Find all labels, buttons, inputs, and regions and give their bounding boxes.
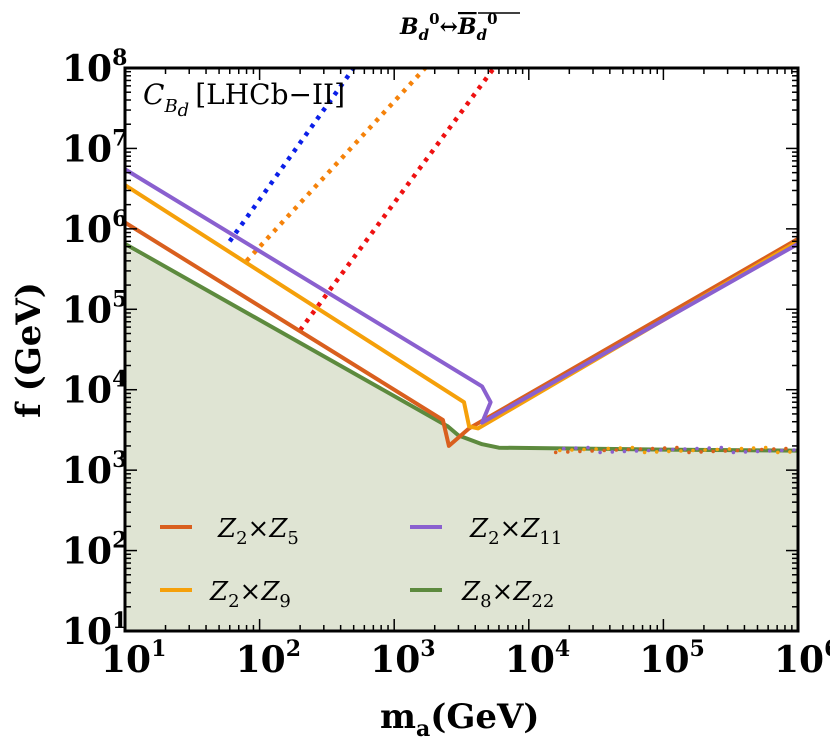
tail-noise-point xyxy=(755,449,760,454)
tail-noise-point xyxy=(570,448,574,452)
y-axis-title: f (GeV) xyxy=(9,282,49,418)
dotted-line-2 xyxy=(244,68,427,263)
series-line-z2xz11 xyxy=(125,167,798,425)
tail-noise-point xyxy=(658,448,663,452)
series-line-z2xz5 xyxy=(125,220,798,448)
tail-noise-point xyxy=(751,446,756,450)
y-tick-label: 104 xyxy=(62,367,127,412)
tail-noise-point xyxy=(606,446,610,451)
tail-noise-point xyxy=(699,450,703,454)
tail-noise-point xyxy=(594,447,598,451)
tail-noise-point xyxy=(586,445,590,450)
tail-noise-point xyxy=(675,445,679,450)
tail-noise-point xyxy=(719,445,724,450)
y-tick-label: 105 xyxy=(62,286,127,331)
legend-label: Z2×Z5 xyxy=(217,514,299,549)
tail-noise-point xyxy=(646,448,651,453)
x-tick-label: 105 xyxy=(639,636,704,681)
tail-noise-point xyxy=(634,449,639,453)
tail-noise-point xyxy=(679,449,683,453)
tail-noise-point xyxy=(654,450,659,454)
y-tick-label: 103 xyxy=(62,447,127,492)
constraint-annotation: CBd [LHCb−II] xyxy=(143,78,345,121)
tail-noise-point xyxy=(759,447,764,452)
legend: Z2×Z5 Z2×Z9 Z2×Z11 Z8×Z22 xyxy=(160,514,562,612)
excluded-region xyxy=(125,246,798,631)
tail-noise-point xyxy=(763,445,768,450)
tail-noise-point xyxy=(780,448,784,453)
chart-title: Bd0↔Bd0 xyxy=(399,10,498,44)
tail-noise-point xyxy=(630,445,635,450)
legend-label: Z8×Z22 xyxy=(461,577,554,612)
tail-noise-point xyxy=(703,448,707,452)
tail-noise-point xyxy=(776,450,780,455)
x-tick-label: 101 xyxy=(101,636,166,681)
series-line-z8xz22 xyxy=(125,242,798,453)
tail-noise-point xyxy=(642,450,647,455)
y-tick-label: 102 xyxy=(62,528,127,573)
tail-noise-point xyxy=(662,446,667,450)
tail-noise-point xyxy=(598,450,602,455)
tail-noise-point xyxy=(582,447,586,452)
tail-noise-point xyxy=(695,446,699,451)
tail-noise-point xyxy=(723,449,728,453)
tail-noise-point xyxy=(566,450,570,454)
tail-noise-point xyxy=(650,446,655,451)
y-tick-label: 107 xyxy=(62,125,127,170)
tail-noise-point xyxy=(638,447,643,451)
tail-noise-point xyxy=(622,449,627,454)
tail-noise-point xyxy=(707,446,711,450)
tail-noise-point xyxy=(683,447,687,451)
tail-noise-point xyxy=(691,448,695,453)
tail-noise-point xyxy=(788,450,792,454)
tail-noise-point xyxy=(578,449,582,454)
tail-noise-point xyxy=(553,450,558,455)
tail-noise-point xyxy=(671,447,675,452)
x-tick-label: 104 xyxy=(505,636,570,681)
tail-noise-point xyxy=(715,447,719,452)
y-tick-label: 101 xyxy=(62,608,127,653)
tail-noise-point xyxy=(687,450,691,455)
tail-noise-point xyxy=(792,448,796,452)
x-tick-label: 106 xyxy=(774,636,830,681)
tail-noise-point xyxy=(574,446,578,450)
tail-noise-point xyxy=(610,450,615,454)
tail-noise-point xyxy=(767,449,772,453)
dotted-line-3 xyxy=(298,68,496,332)
tail-noise-point xyxy=(626,447,631,452)
tail-noise-point xyxy=(711,449,715,454)
tail-noise-point xyxy=(772,447,776,451)
legend-label: Z2×Z11 xyxy=(469,514,562,549)
y-tick-label: 108 xyxy=(62,45,127,90)
x-axis-title: ma(GeV) xyxy=(380,697,539,741)
tail-noise-point xyxy=(784,446,788,451)
tail-noise-point xyxy=(743,450,748,454)
tail-noise-point xyxy=(735,448,740,453)
tail-noise-point xyxy=(731,450,736,455)
tail-noise-point xyxy=(618,446,623,450)
tail-noise-point xyxy=(727,447,732,451)
tail-noise-point xyxy=(562,446,566,451)
x-tick-label: 102 xyxy=(236,636,301,681)
x-tick-label: 103 xyxy=(370,636,435,681)
legend-label: Z2×Z9 xyxy=(209,577,291,612)
tail-noise-point xyxy=(614,448,619,452)
tail-noise-point xyxy=(602,448,606,453)
plot-frame xyxy=(123,66,800,633)
y-tick-label: 106 xyxy=(62,206,127,251)
tail-noise-point xyxy=(739,446,744,451)
tail-noise-point xyxy=(558,448,562,453)
tail-noise-point xyxy=(667,449,671,454)
tail-noise-point xyxy=(590,449,594,453)
tail-noise-point xyxy=(747,448,752,452)
